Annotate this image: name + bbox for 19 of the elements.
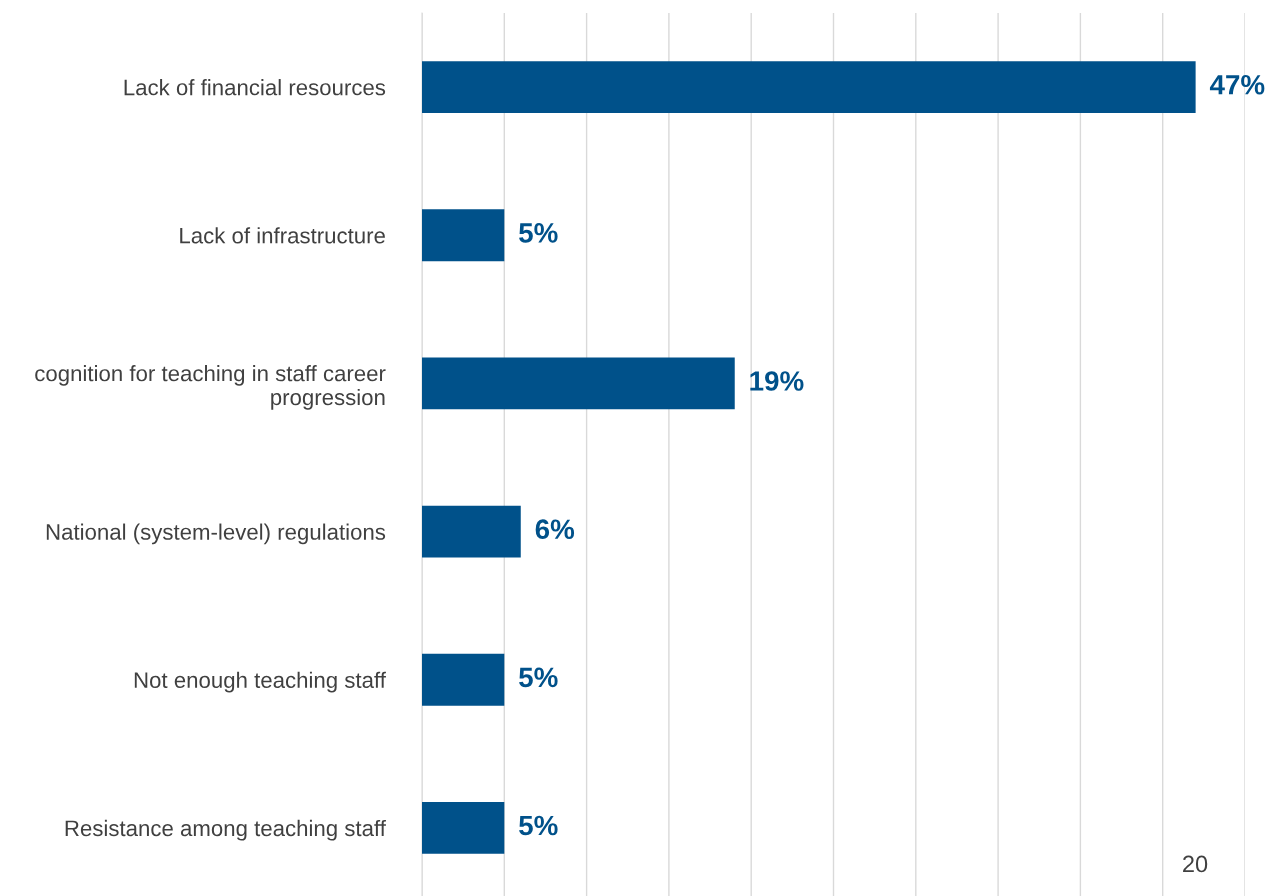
- y-tick-label: Lack of infrastructure: [180, 227, 385, 244]
- bar: [422, 209, 505, 262]
- data-label: 5%: [519, 667, 558, 688]
- y-tick-label: Resistance among teaching staff: [65, 819, 386, 841]
- y-tick-label: cognition for teaching in staff career progression: [35, 365, 386, 410]
- data-label: 5%: [519, 223, 558, 243]
- annotation: 20: [1183, 855, 1208, 873]
- y-tick-label: Lack of financial resources: [124, 79, 386, 96]
- data-label: 19%: [750, 371, 804, 391]
- data-label: 47%: [1209, 74, 1265, 95]
- data-label: 5%: [519, 815, 558, 836]
- data-label: 6%: [535, 519, 575, 540]
- bar: [422, 801, 505, 854]
- bar: [422, 61, 1196, 114]
- y-tick-label: National (system-level) regulations: [46, 523, 386, 545]
- bar: [422, 505, 521, 558]
- bar: [422, 653, 505, 706]
- y-tick-label: Not enough teaching staff: [134, 671, 386, 693]
- bar: [422, 357, 735, 410]
